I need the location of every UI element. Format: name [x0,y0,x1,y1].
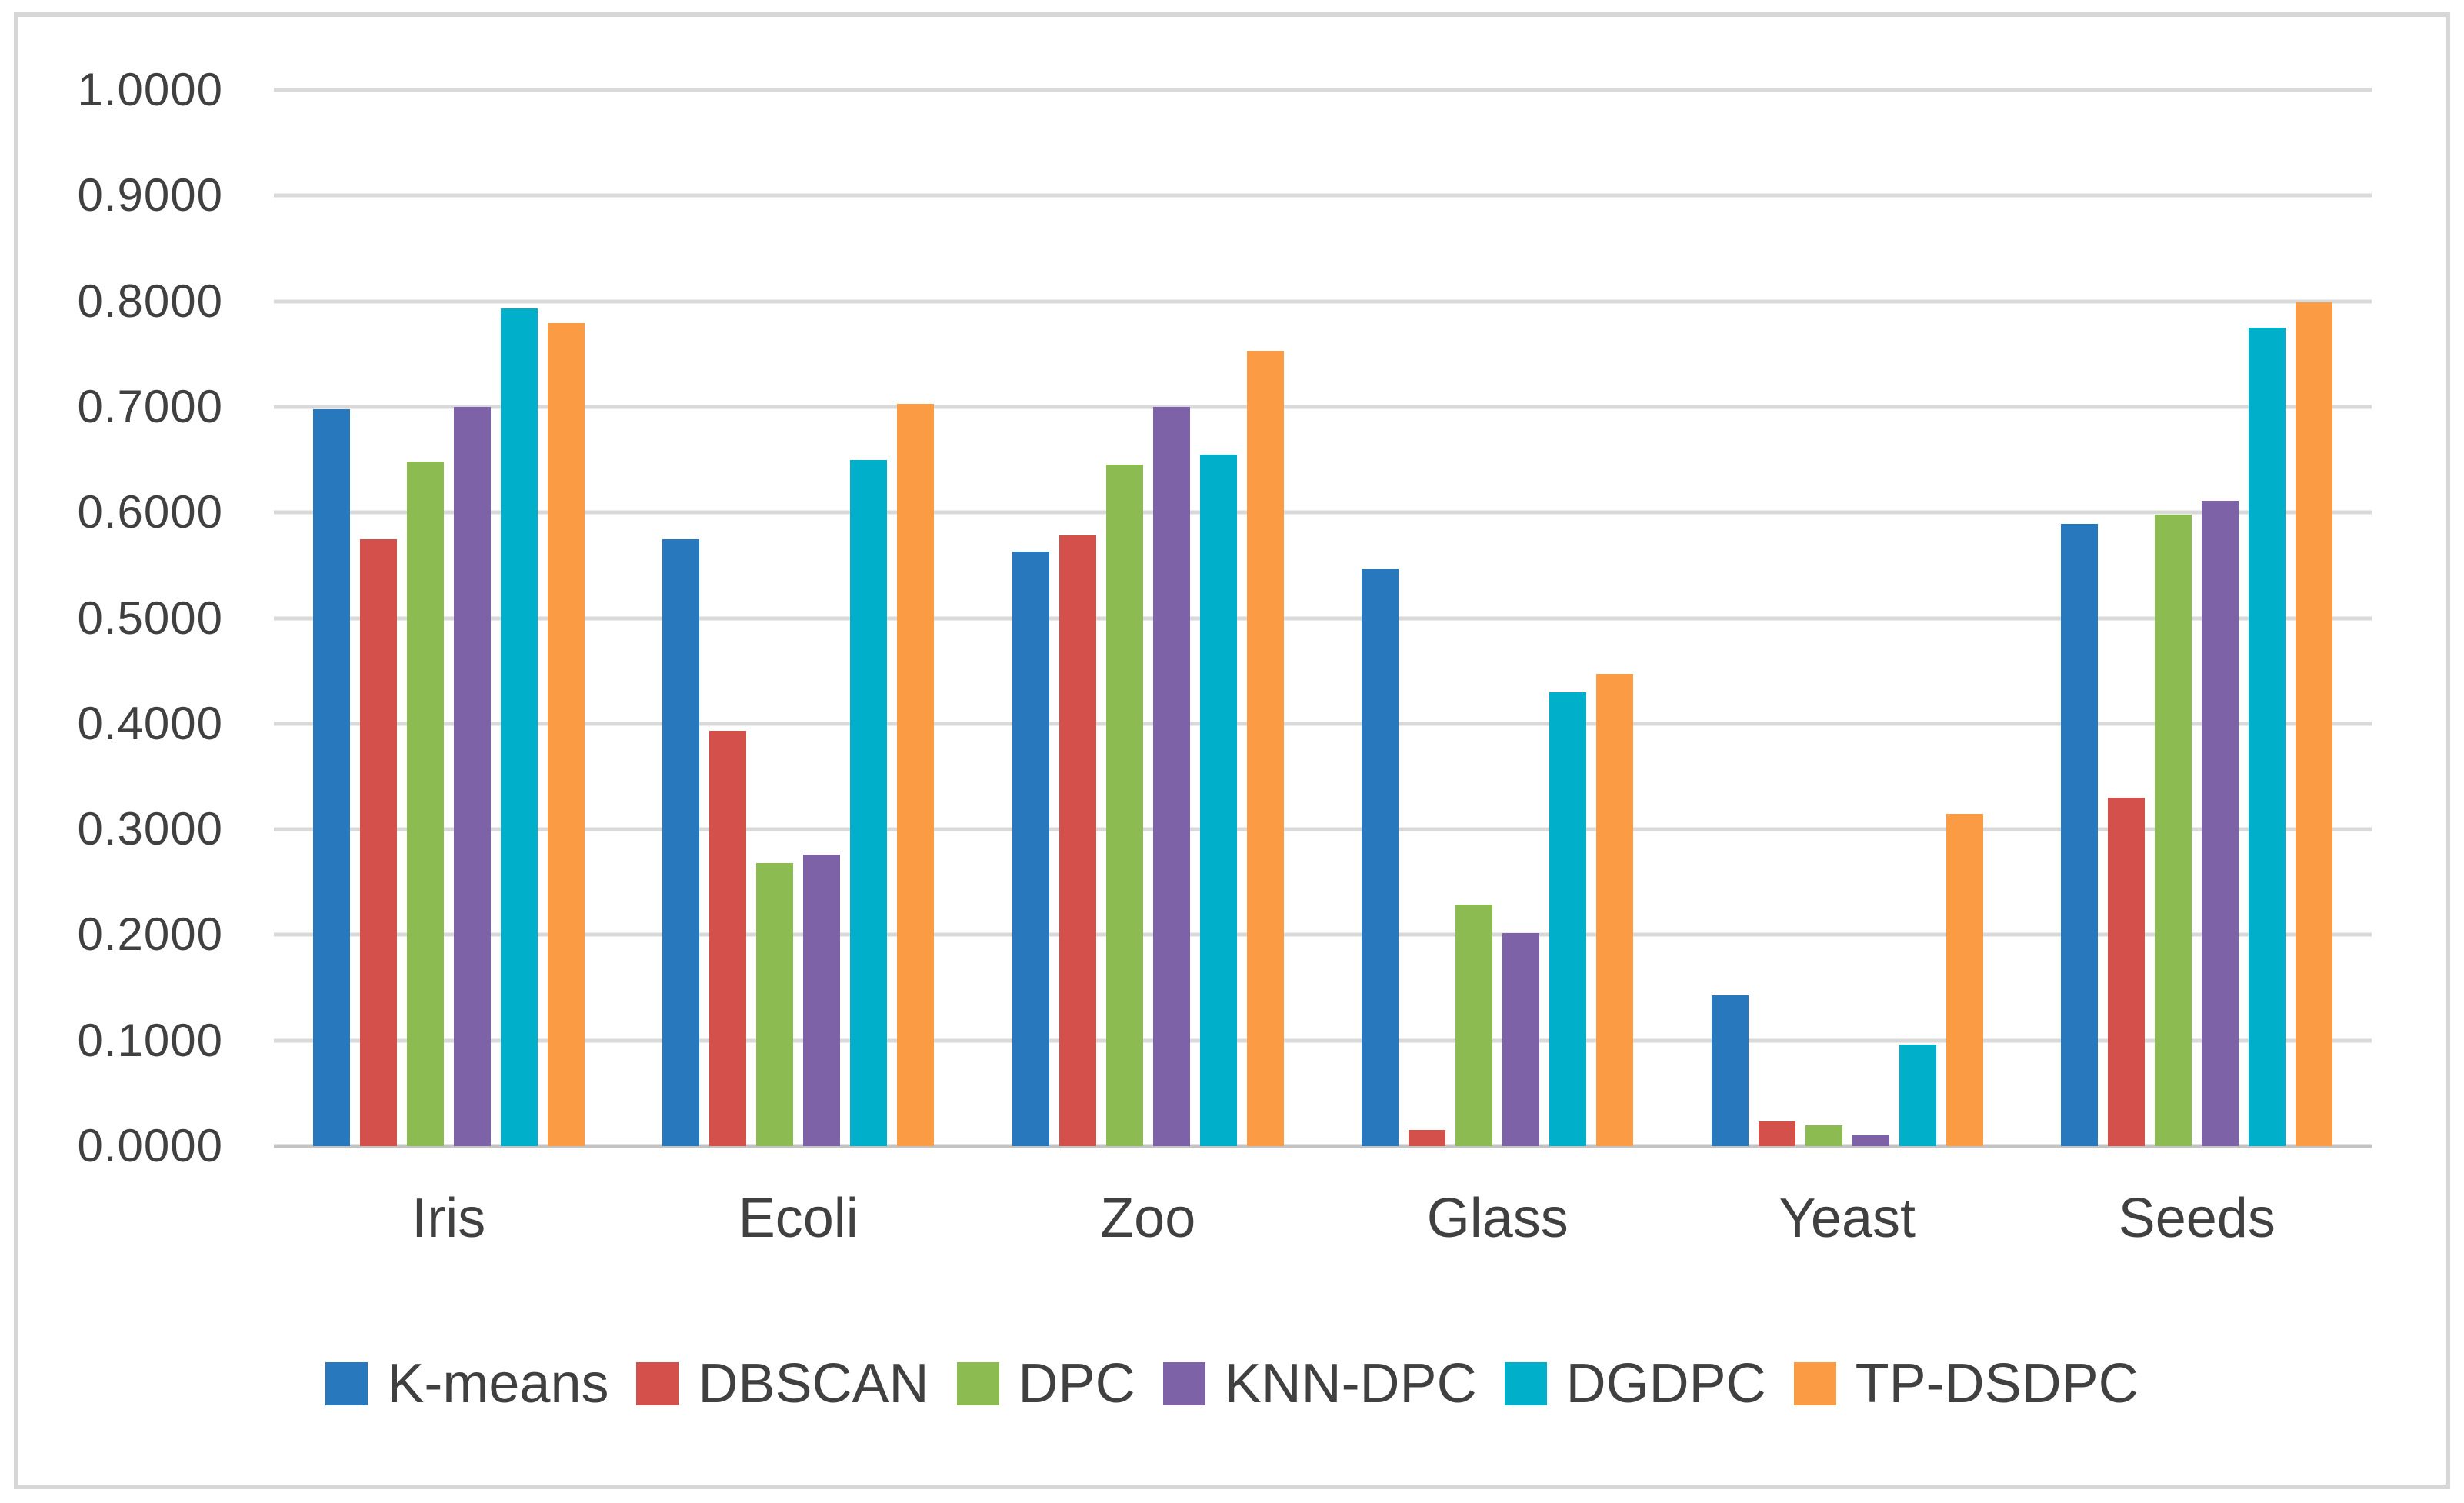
y-axis-tick-labels: 0.0000 0.1000 0.2000 0.3000 0.4000 0.5000 0.60… [0,67,223,1169]
bar-groups [274,90,2372,1146]
legend: K-means DBSCAN DPC KNN-DPC DGDPC TP-DSDPC [0,1356,2464,1411]
y-tick-label: 1.0000 [77,64,223,115]
y-tick-label: 0.8000 [77,275,223,327]
y-tick-label: 0.7000 [77,380,223,432]
bar-dpc-ecoli [756,863,794,1146]
bar-knn-dpc-iris [453,406,491,1146]
bar-group-zoo [973,90,1323,1146]
bar-group-ecoli [624,90,974,1146]
legend-item-dbscan: DBSCAN [636,1356,929,1411]
bar-dbscan-iris [359,538,397,1146]
bar-group-glass [1323,90,1673,1146]
bar-tp-dsdpc-glass [1596,674,1634,1146]
y-tick-label: 0.5000 [77,592,223,644]
gridline [274,616,2372,620]
x-axis-category-labels: Iris Ecoli Zoo Glass Yeast Seeds [274,1191,2372,1246]
y-tick-label: 0.4000 [77,697,223,749]
legend-swatch-tp-dsdpc [1793,1362,1836,1405]
gridline [274,722,2372,726]
bar-k-means-iris [312,408,350,1146]
bar-knn-dpc-glass [1502,932,1540,1146]
x-category-label-iris: Iris [412,1188,486,1249]
legend-item-dgdpc: DGDPC [1504,1353,1766,1415]
figure-border [14,12,2450,1489]
legend-label-k-means: K-means [387,1353,609,1415]
bar-dpc-seeds [2155,514,2192,1146]
y-tick-label: 0.3000 [77,803,223,855]
bar-knn-dpc-seeds [2202,501,2239,1146]
y-tick-label: 0.6000 [77,486,223,538]
bar-dgdpc-yeast [1899,1045,1936,1146]
bar-tp-dsdpc-iris [547,323,585,1146]
bar-dbscan-ecoli [709,731,747,1146]
bar-k-means-zoo [1012,552,1049,1146]
x-category-label-yeast: Yeast [1779,1188,1916,1249]
bar-group-seeds [2022,90,2372,1146]
x-category-label-glass: Glass [1426,1188,1569,1249]
bar-dpc-yeast [1805,1125,1842,1146]
bar-dgdpc-zoo [1199,454,1237,1146]
bar-dbscan-zoo [1059,535,1096,1146]
legend-swatch-knn-dpc [1162,1362,1205,1405]
gridline [274,88,2372,92]
bar-tp-dsdpc-ecoli [897,403,935,1146]
y-tick-label: 0.0000 [77,1120,223,1171]
x-category-label-seeds: Seeds [2118,1188,2276,1249]
bar-dgdpc-ecoli [850,459,888,1146]
bar-tp-dsdpc-seeds [2296,302,2333,1146]
bar-dbscan-glass [1409,1130,1446,1146]
legend-item-dpc: DPC [956,1353,1135,1415]
legend-label-dbscan: DBSCAN [698,1353,929,1415]
gridline [274,510,2372,515]
legend-label-tp-dsdpc: TP-DSDPC [1855,1353,2139,1415]
bar-group-yeast [1672,90,2022,1146]
gridline [274,405,2372,409]
legend-label-knn-dpc: KNN-DPC [1224,1353,1477,1415]
gridline [274,827,2372,831]
gridline [274,193,2372,198]
y-tick-label: 0.2000 [77,908,223,961]
legend-item-tp-dsdpc: TP-DSDPC [1793,1353,2139,1415]
bar-dgdpc-iris [500,308,538,1146]
bar-tp-dsdpc-yeast [1946,813,1983,1146]
bar-k-means-glass [1362,569,1399,1146]
legend-swatch-dgdpc [1504,1362,1547,1405]
y-tick-label: 0.9000 [77,169,223,222]
legend-item-k-means: K-means [325,1356,608,1411]
bar-dpc-iris [406,462,444,1146]
gridline [274,299,2372,304]
plot-area [274,88,2372,1148]
legend-swatch-dpc [956,1362,999,1405]
bar-group-iris [274,90,624,1146]
gridline [274,1038,2372,1043]
bar-k-means-yeast [1711,995,1749,1146]
legend-label-dgdpc: DGDPC [1565,1353,1766,1415]
bar-k-means-ecoli [662,538,700,1146]
bar-dpc-glass [1455,904,1493,1146]
bar-knn-dpc-ecoli [803,855,841,1146]
legend-swatch-dbscan [636,1362,679,1405]
gridline [274,932,2372,937]
bar-dbscan-yeast [1758,1121,1795,1146]
bar-knn-dpc-zoo [1152,406,1190,1146]
bar-dgdpc-seeds [2249,327,2286,1146]
x-axis-line [274,1144,2372,1148]
bar-dgdpc-glass [1549,692,1587,1146]
legend-item-knn-dpc: KNN-DPC [1162,1353,1477,1415]
bar-knn-dpc-yeast [1852,1135,1889,1146]
x-category-label-ecoli: Ecoli [738,1188,859,1249]
legend-swatch-k-means [325,1362,368,1405]
bar-k-means-seeds [2061,524,2099,1146]
bar-tp-dsdpc-zoo [1246,351,1284,1146]
bar-dbscan-seeds [2108,797,2146,1146]
x-category-label-zoo: Zoo [1100,1188,1196,1249]
bar-dpc-zoo [1105,465,1143,1146]
y-tick-label: 0.1000 [77,1014,223,1066]
legend-label-dpc: DPC [1018,1353,1135,1415]
